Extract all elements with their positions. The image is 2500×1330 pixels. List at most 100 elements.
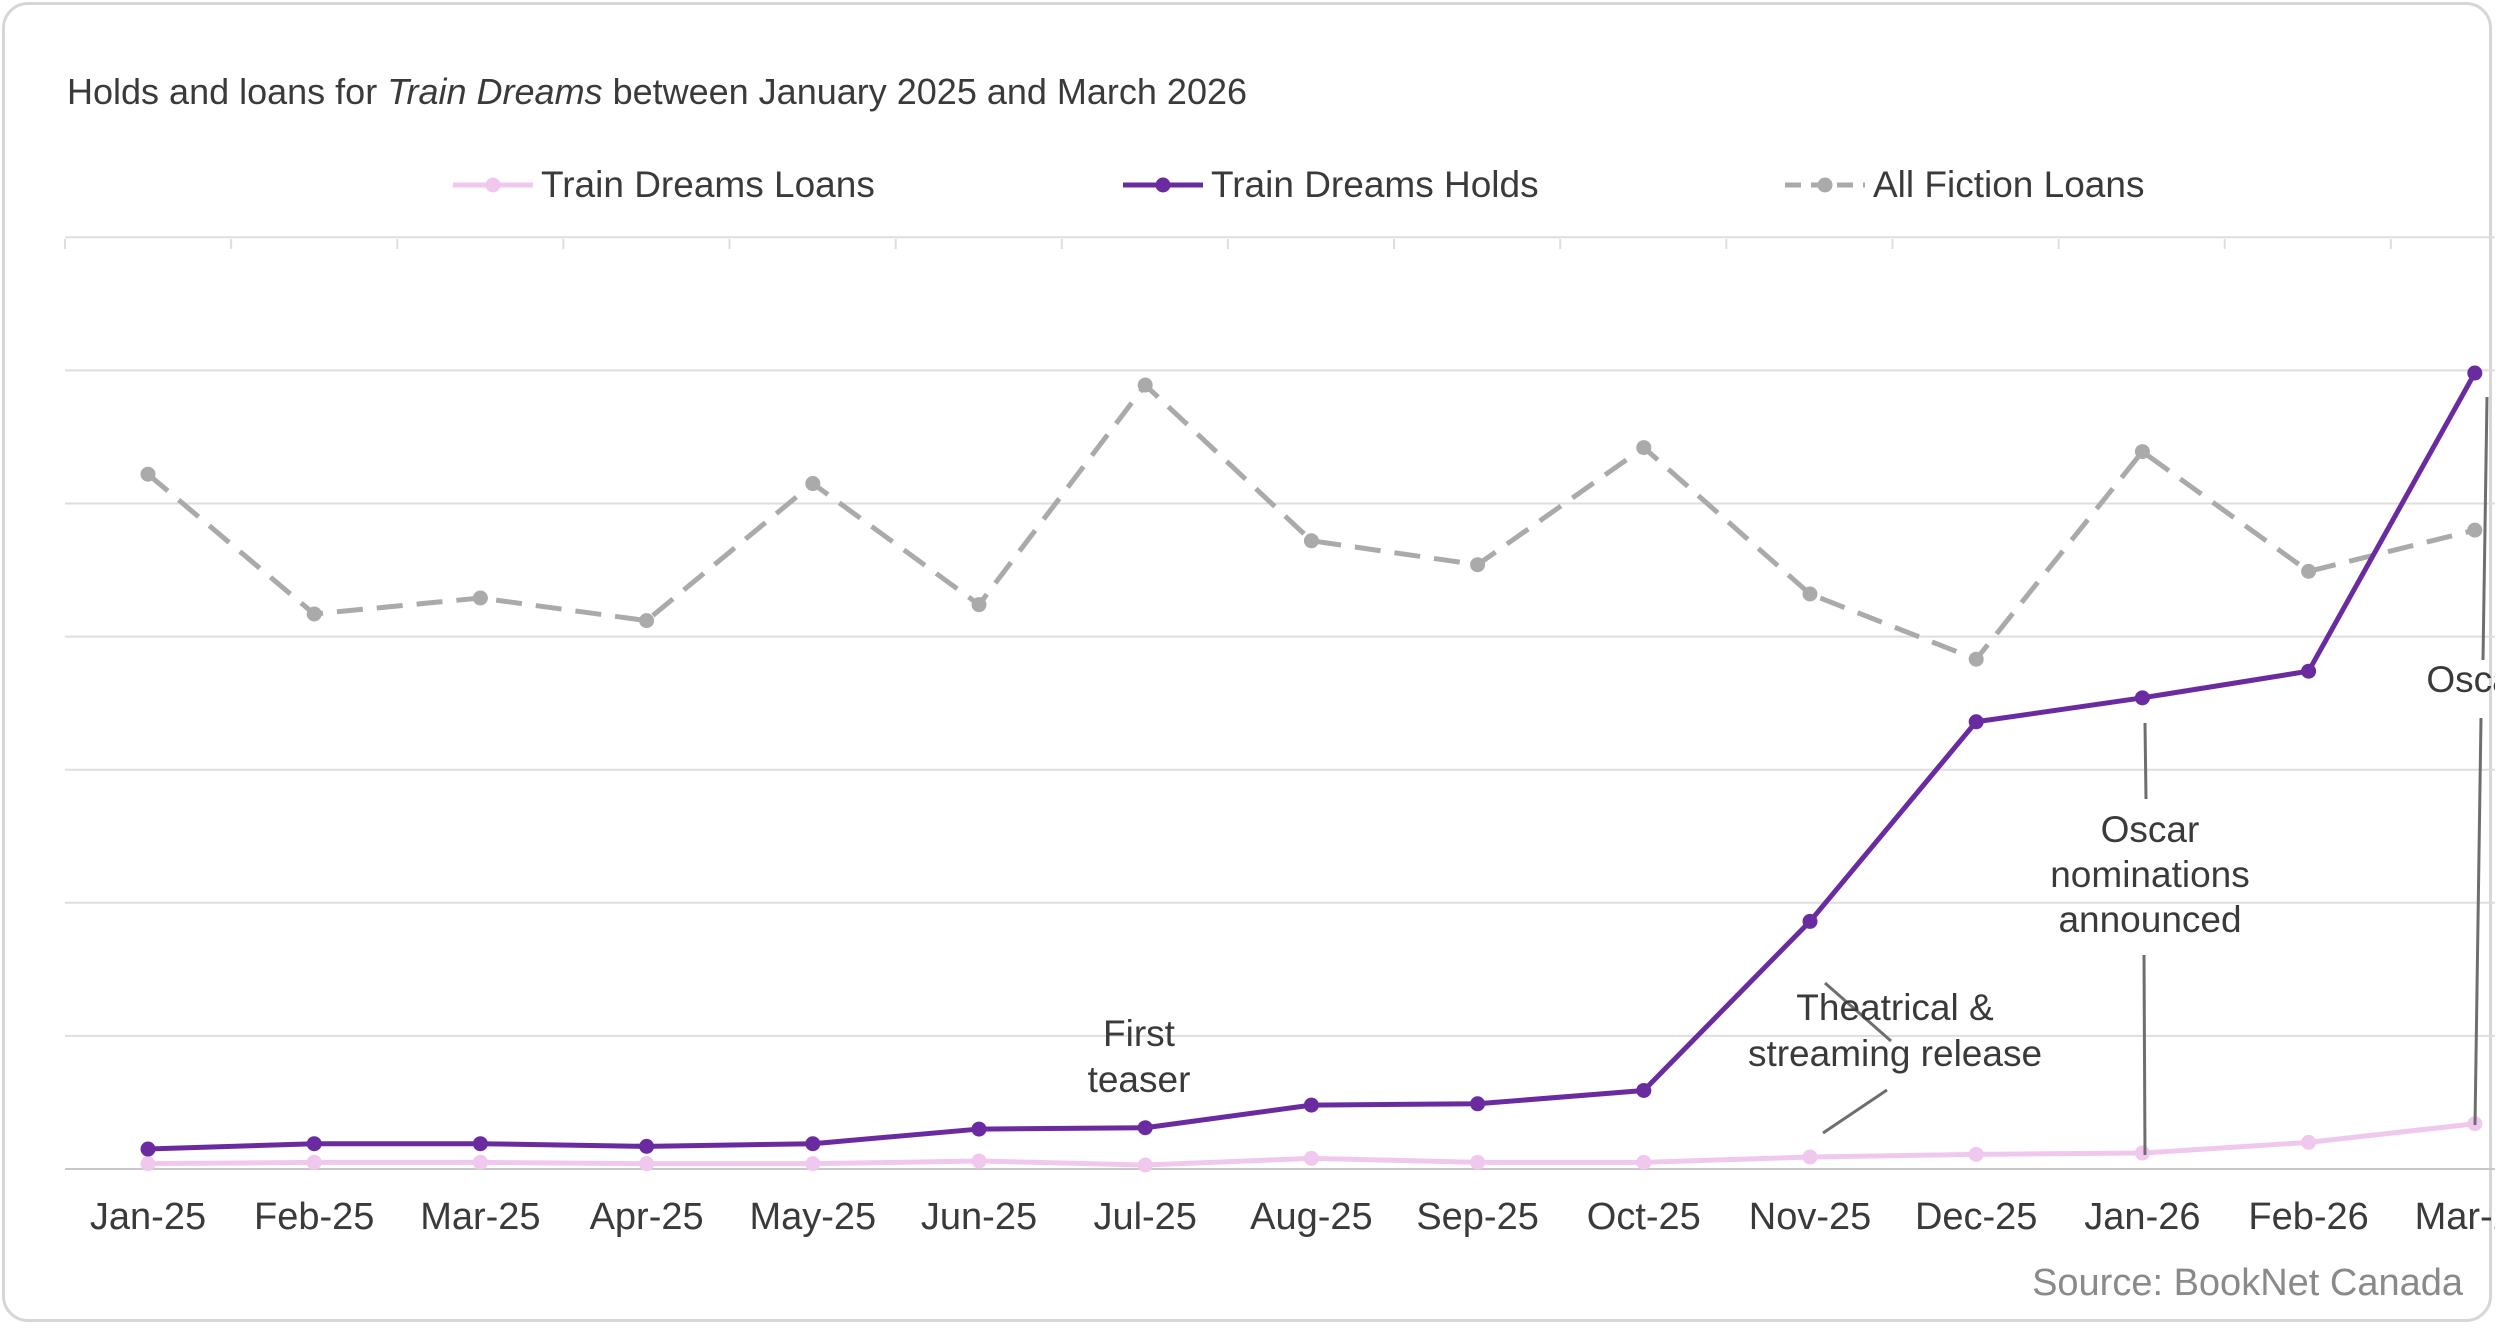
data-point-all-fiction-loans [1802, 586, 1818, 602]
gridlines [64, 236, 2495, 1170]
chart-svg: Holds and loans for Train Dreams between… [64, 71, 2495, 1304]
data-point-train-dreams-loans [2134, 1145, 2150, 1161]
x-tick-label: Oct-25 [1587, 1196, 1701, 1238]
series-layer [140, 365, 2483, 1173]
annotation-label: First [1103, 1013, 1176, 1054]
x-tick-label: Jun-25 [921, 1196, 1037, 1238]
legend-swatch-marker [1155, 177, 1171, 193]
data-point-train-dreams-loans [971, 1153, 987, 1169]
data-point-train-dreams-holds [1636, 1082, 1652, 1098]
data-point-train-dreams-loans [1470, 1154, 1486, 1170]
data-point-train-dreams-holds [1470, 1096, 1486, 1112]
data-point-train-dreams-loans [306, 1154, 322, 1170]
series-train-dreams-holds [140, 365, 2483, 1157]
data-point-train-dreams-holds [1137, 1120, 1153, 1136]
chart-title-suffix: between January 2025 and March 2026 [603, 71, 1247, 112]
legend-label: All Fiction Loans [1873, 164, 2144, 205]
data-point-train-dreams-holds [472, 1136, 488, 1152]
x-tick-label: Mar-26 [2415, 1196, 2495, 1238]
annotation-theatrical-streaming-release: Theatrical & streaming release [1748, 981, 2042, 1135]
legend-item-all-fiction-loans: All Fiction Loans [1785, 164, 2144, 205]
annotation-leader [2473, 717, 2483, 1126]
data-point-train-dreams-loans [639, 1156, 655, 1172]
data-point-train-dreams-loans [2301, 1134, 2317, 1150]
data-point-all-fiction-loans [805, 476, 821, 492]
x-tick-label: May-25 [749, 1196, 876, 1238]
legend-label: Train Dreams Loans [541, 164, 875, 205]
annotation-label: nominations [2050, 854, 2250, 895]
x-tick-label: Mar-25 [420, 1196, 540, 1238]
series-train-dreams-loans [140, 1116, 2483, 1173]
data-point-train-dreams-loans [805, 1156, 821, 1172]
series-line-all-fiction-loans [146, 382, 2476, 662]
data-point-train-dreams-loans [1802, 1149, 1818, 1165]
data-point-train-dreams-loans [1968, 1146, 1984, 1162]
x-tick-label: Dec-25 [1915, 1196, 2038, 1238]
data-point-train-dreams-loans [1137, 1157, 1153, 1173]
series-line-train-dreams-holds [147, 371, 2477, 1152]
annotation-label: Oscars [2426, 659, 2495, 700]
data-point-train-dreams-holds [2134, 690, 2150, 706]
data-point-train-dreams-holds [1303, 1097, 1319, 1113]
legend-item-train-dreams-loans: Train Dreams Loans [453, 164, 875, 205]
chart-title-italic: Train Dreams [387, 71, 602, 112]
data-point-train-dreams-loans [1303, 1150, 1319, 1166]
x-tick-label: Feb-26 [2248, 1196, 2368, 1238]
data-point-all-fiction-loans [1303, 533, 1319, 549]
legend-item-train-dreams-holds: Train Dreams Holds [1123, 164, 1539, 205]
annotation-label: Oscar [2101, 809, 2200, 850]
data-point-train-dreams-holds [639, 1138, 655, 1154]
x-tick-label: Jul-25 [1093, 1196, 1197, 1238]
x-tick-label: Sep-25 [1416, 1196, 1539, 1238]
annotation-label: teaser [1088, 1059, 1191, 1100]
data-point-train-dreams-holds [2467, 365, 2483, 381]
legend-label: Train Dreams Holds [1211, 164, 1539, 205]
data-point-all-fiction-loans [1137, 377, 1153, 393]
legend-swatch-marker [485, 177, 501, 193]
annotation-label: announced [2058, 899, 2241, 940]
annotation-first-teaser: First teaser [1088, 1013, 1191, 1100]
data-point-all-fiction-loans [1636, 440, 1652, 456]
data-point-train-dreams-holds [140, 1141, 156, 1157]
annotation-leader [2481, 396, 2489, 661]
data-point-train-dreams-holds [306, 1136, 322, 1152]
annotation-leader [1822, 1088, 1888, 1135]
series-all-fiction-loans [140, 377, 2483, 667]
x-tick-label: Nov-25 [1749, 1196, 1872, 1238]
chart-title: Holds and loans for Train Dreams between… [67, 71, 1247, 112]
data-point-all-fiction-loans [639, 613, 655, 629]
x-tick-label: Jan-25 [90, 1196, 206, 1238]
annotation-oscars: Oscars [2426, 396, 2495, 1126]
data-point-train-dreams-loans [472, 1154, 488, 1170]
annotation-leader [1824, 981, 1892, 1043]
x-axis: Jan-25 Feb-25 Mar-25 Apr-25 May-25 Jun-25 Jul-… [90, 1196, 2495, 1238]
data-point-all-fiction-loans [2301, 563, 2317, 579]
data-point-all-fiction-loans [2134, 444, 2150, 460]
data-point-all-fiction-loans [1968, 651, 1984, 667]
x-tick-label: Apr-25 [590, 1196, 704, 1238]
annotations: First teaser Theatrical & streaming release… [1088, 396, 2495, 1156]
data-point-all-fiction-loans [472, 590, 488, 606]
x-tick-label: Jan-26 [2084, 1196, 2200, 1238]
data-point-all-fiction-loans [971, 597, 987, 613]
data-point-all-fiction-loans [2467, 522, 2483, 538]
annotation-leader [2143, 722, 2148, 800]
chart-title-prefix: Holds and loans for [67, 71, 387, 112]
x-tick-label: Feb-25 [254, 1196, 374, 1238]
legend: Train Dreams Loans Train Dreams Holds All … [453, 164, 2144, 205]
data-point-train-dreams-holds [1802, 913, 1818, 929]
data-point-all-fiction-loans [1470, 557, 1486, 573]
legend-swatch-marker [1817, 177, 1833, 193]
data-point-train-dreams-holds [971, 1121, 987, 1137]
data-point-all-fiction-loans [140, 466, 156, 482]
data-point-train-dreams-holds [805, 1136, 821, 1152]
x-tick-label: Aug-25 [1250, 1196, 1373, 1238]
annotation-leader [2142, 954, 2147, 1156]
data-point-train-dreams-holds [2301, 663, 2317, 679]
data-point-all-fiction-loans [306, 606, 322, 622]
data-point-train-dreams-holds [1968, 714, 1984, 730]
annotation-label: streaming release [1748, 1033, 2042, 1074]
source-note: Source: BookNet Canada [2032, 1262, 2464, 1304]
